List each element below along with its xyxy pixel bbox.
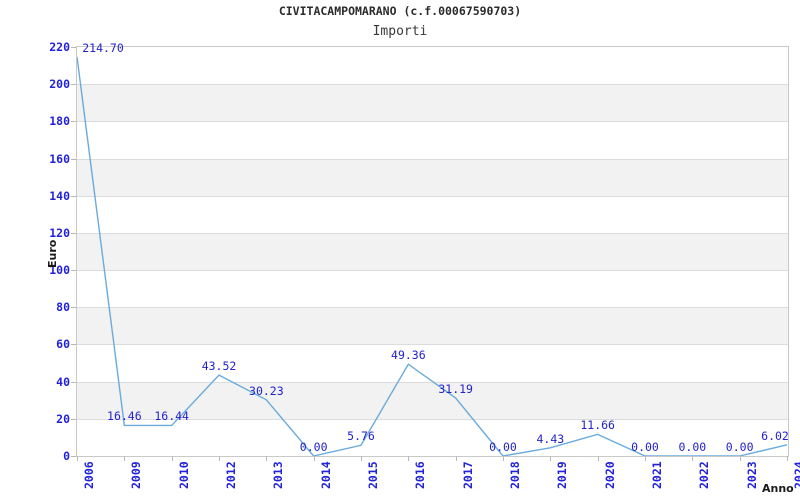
data-point-label: 11.66 [580,418,615,433]
x-axis-tick-label: 2016 [413,461,428,489]
data-point-label: 16.44 [154,409,189,424]
y-axis-tick-label: 120 [49,225,70,240]
y-axis-tick-mark [71,307,76,308]
x-axis-tick-mark [314,456,315,461]
plot-area [76,46,789,457]
gridline [77,270,788,271]
gridline [77,84,788,85]
x-axis-tick-mark [503,456,504,461]
data-point-label: 16.46 [107,409,142,424]
y-axis-tick-mark [71,419,76,420]
data-point-label: 30.23 [249,383,284,398]
y-axis-tick-mark [71,84,76,85]
x-axis-tick-mark [361,456,362,461]
gridline [77,121,788,122]
y-axis-tick-mark [71,233,76,234]
y-axis-label: Euro [46,239,59,268]
x-axis-tick-mark [172,456,173,461]
y-axis-tick-mark [71,456,76,457]
data-point-label: 43.52 [201,359,237,374]
y-axis-tick-label: 200 [49,77,70,92]
x-axis-tick-label: 2015 [366,461,380,489]
x-axis-tick-mark [124,456,125,461]
x-axis-tick-mark [598,456,599,461]
x-axis-tick-mark [77,456,78,461]
x-axis-tick-label: 2022 [697,461,712,489]
x-axis-tick-label: 2013 [271,461,286,489]
chart-subtitle: Importi [372,24,428,39]
y-axis-tick-label: 140 [49,188,70,203]
y-axis-tick-mark [71,270,76,271]
x-axis-tick-label: 2019 [555,461,570,489]
gridline [77,344,788,345]
x-axis-tick-mark [787,456,788,461]
x-axis-tick-label: 2006 [82,461,96,489]
data-point-label: 214.70 [82,40,124,55]
y-axis-tick-label: 60 [56,337,70,352]
gridline [77,382,788,383]
y-axis-tick-mark [71,159,76,160]
y-axis-tick-mark [71,121,76,122]
x-axis-tick-label: 2017 [460,461,475,489]
y-axis-tick-label: 20 [56,411,70,426]
x-axis-tick-mark [219,456,220,461]
data-point-label: 0.00 [678,440,707,454]
x-axis-tick-label: 2010 [176,461,191,489]
background-band [77,307,788,345]
data-point-label: 31.19 [438,382,473,396]
gridline [77,307,788,308]
x-axis-tick-mark [645,456,646,461]
x-axis-tick-label: 2012 [224,461,238,489]
y-axis-tick-mark [71,196,76,197]
page-title: CIVITACAMPOMARANO (c.f.00067590703) [278,4,522,18]
x-axis-tick-mark [740,456,741,461]
x-axis-tick-label: 2009 [129,461,144,489]
x-axis-tick-label: 2014 [318,461,333,489]
y-axis-tick-label: 80 [56,300,70,315]
x-axis-tick-label: 2020 [602,461,617,489]
data-point-label: 0.00 [725,440,754,454]
data-point-label: 0.00 [299,440,328,454]
x-axis-tick-mark [266,456,267,461]
y-axis-tick-label: 100 [49,263,70,278]
y-axis-tick-label: 220 [49,40,70,54]
x-axis-tick-mark [692,456,693,461]
x-axis-tick-mark [408,456,409,461]
x-axis-tick-label: 2021 [650,461,664,489]
data-point-label: 6.02 [761,428,789,443]
background-band [77,84,788,122]
gridline [77,196,788,197]
x-axis-tick-mark [550,456,551,461]
data-point-label: 49.36 [391,348,426,363]
y-axis-tick-mark [71,344,76,345]
data-point-label: 0.00 [489,440,517,454]
y-axis-tick-label: 40 [56,374,70,389]
data-point-label: 0.00 [631,440,659,454]
background-band [77,232,788,271]
gridline [77,233,788,234]
gridline [77,419,788,420]
y-axis-tick-label: 180 [49,114,70,129]
x-axis-tick-label: 2018 [508,461,522,489]
data-point-label: 5.76 [347,429,375,444]
y-axis-tick-label: 160 [49,151,70,166]
x-axis-tick-label: 2023 [744,461,759,489]
y-axis-tick-mark [71,382,76,383]
y-axis-tick-mark [71,47,76,48]
background-band [77,158,788,196]
x-axis-label: Anno [762,482,794,495]
x-axis-tick-mark [456,456,457,461]
y-axis-tick-label: 0 [63,449,70,463]
series-line [77,47,788,456]
data-point-label: 4.43 [536,431,565,446]
gridline [77,159,788,160]
